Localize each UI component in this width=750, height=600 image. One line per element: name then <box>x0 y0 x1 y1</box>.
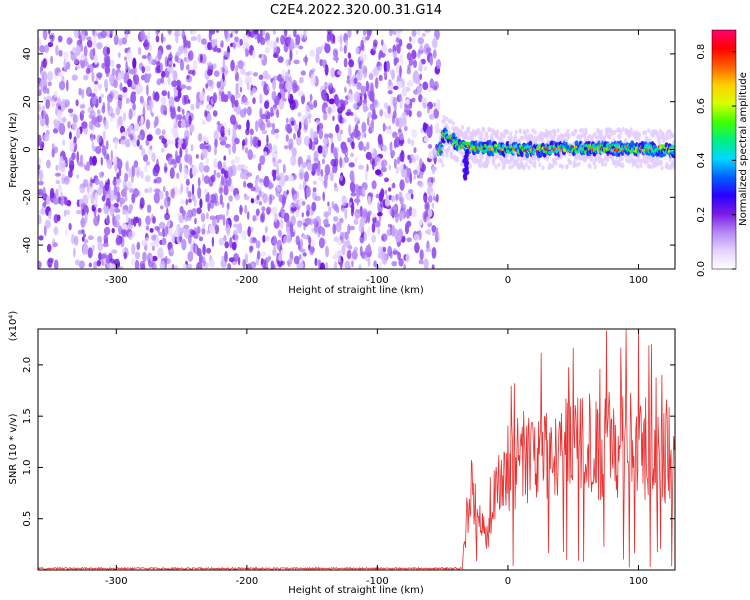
snr-x-tick-label: -300 <box>105 576 128 587</box>
colorbar-tick-label: 0.6 <box>696 98 707 114</box>
spectrogram-x-tick-label: -200 <box>236 275 259 286</box>
snr-y-tick-label: 2.0 <box>22 357 33 373</box>
snr-x-tick-label: 0 <box>505 576 511 587</box>
spectrogram-x-axis-label: Height of straight line (km) <box>288 285 424 296</box>
spectrogram-x-tick-label: 0 <box>505 275 511 286</box>
spectrogram-y-tick-label: 0 <box>22 146 33 152</box>
snr-y-multiplier: (x10⁴) <box>8 311 19 342</box>
snr-x-tick-label: -100 <box>366 576 389 587</box>
spectrogram-y-ticks: -40 -20 0 20 40 <box>22 48 675 253</box>
snr-y-tick-label: 0.5 <box>22 511 33 527</box>
snr-y-ticks: 0.5 1.0 1.5 2.0 <box>22 357 675 527</box>
snr-y-tick-label: 1.5 <box>22 408 33 424</box>
spectrogram-y-tick-label: -20 <box>22 189 33 205</box>
spectrogram-y-axis-label: Frequency (Hz) <box>8 112 19 188</box>
snr-x-ticks: -300 -200 -100 0 100 <box>105 329 648 587</box>
snr-x-tick-label: -200 <box>236 576 259 587</box>
spectrogram-y-tick-label: 40 <box>22 48 33 61</box>
snr-x-tick-label: 100 <box>629 576 648 587</box>
colorbar-gradient <box>711 29 737 270</box>
snr-y-axis-label: SNR (10 * v/v) <box>8 413 19 484</box>
spectrogram-x-tick-label: -100 <box>366 275 389 286</box>
spectrogram-image <box>38 30 675 269</box>
snr-x-axis-label: Height of straight line (km) <box>288 585 424 596</box>
spectrogram-y-tick-label: -40 <box>22 237 33 253</box>
snr-series-line <box>38 329 675 570</box>
colorbar-tick-label: 0.2 <box>696 207 707 223</box>
colorbar-tick-label: 0.4 <box>696 152 707 168</box>
colorbar-label: Normalized spectral amplitude <box>738 72 749 226</box>
snr-panel: -300 -200 -100 0 100 0.5 1.0 1.5 2.0 Height of … <box>8 311 676 596</box>
colorbar-ticks: 0.0 0.2 0.4 0.6 0.8 <box>696 44 736 277</box>
snr-y-tick-label: 1.0 <box>22 459 33 475</box>
colorbar-tick-label: 0.0 <box>696 261 707 277</box>
snr-frame <box>37 328 676 571</box>
spectrogram-x-ticks: -300 -200 -100 0 100 <box>105 30 648 286</box>
figure-title: C2E4.2022.320.00.31.G14 <box>270 3 442 18</box>
colorbar: 0.0 0.2 0.4 0.6 0.8 Normalized spectral ampl… <box>696 29 749 277</box>
colorbar-tick-label: 0.8 <box>696 44 707 60</box>
spectrogram-x-tick-label: -300 <box>105 275 128 286</box>
spectrogram-y-tick-label: 20 <box>22 95 33 108</box>
spectrogram-x-tick-label: 100 <box>629 275 648 286</box>
